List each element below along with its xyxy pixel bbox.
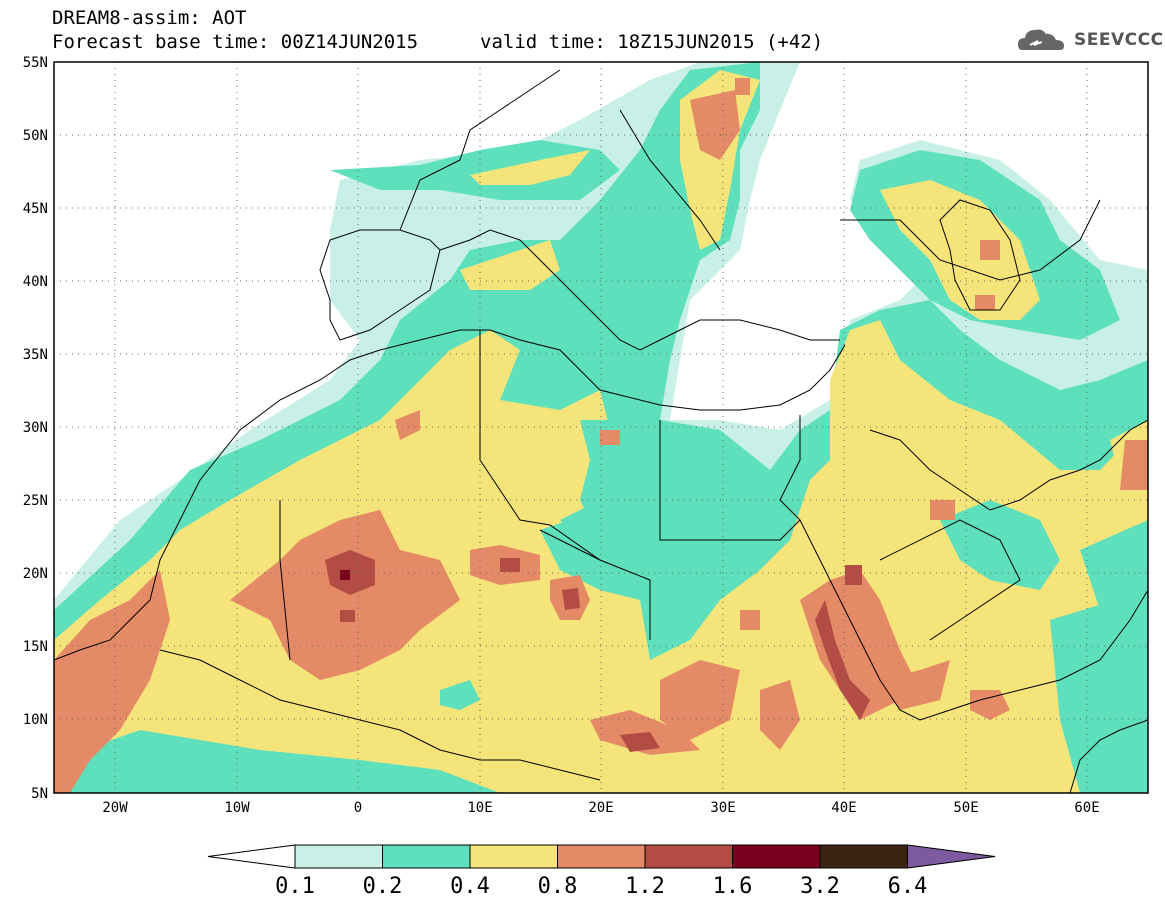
colorbar-label: 1.6 xyxy=(713,874,753,899)
lat-tick-label: 15N xyxy=(23,639,48,655)
colorbar-label: 0.4 xyxy=(450,874,490,899)
colorbar-label: 0.2 xyxy=(363,874,403,899)
colorbar-swatch xyxy=(732,844,821,869)
coastlines xyxy=(54,69,1148,793)
lon-tick-label: 0 xyxy=(354,800,362,816)
lat-tick-label: 30N xyxy=(23,420,48,436)
lon-tick-label: 10E xyxy=(467,800,492,816)
colorbar-end-low xyxy=(207,844,296,869)
logo-text: SEEVCCC xyxy=(1074,30,1164,50)
lon-tick-label: 60E xyxy=(1074,800,1099,816)
lon-tick-label: 30E xyxy=(710,800,735,816)
colorbar-label: 3.2 xyxy=(800,874,840,899)
lat-tick-label: 50N xyxy=(23,128,48,144)
lat-tick-label: 35N xyxy=(23,347,48,363)
lat-tick-label: 20N xyxy=(23,566,48,582)
lat-tick-label: 10N xyxy=(23,712,48,728)
colorbar-label: 0.8 xyxy=(538,874,578,899)
valid-time: valid time: 18Z15JUN2015 (+42) xyxy=(480,31,824,53)
lon-axis: 20W 10W 0 10E 20E 30E 40E 50E 60E xyxy=(102,800,1099,816)
lon-tick-label: 20W xyxy=(102,800,128,816)
forecast-base-time: Forecast base time: 00Z14JUN2015 xyxy=(52,31,419,53)
colorbar-label: 1.2 xyxy=(625,874,665,899)
lon-tick-label: 50E xyxy=(953,800,978,816)
colorbar-swatch xyxy=(294,844,383,869)
cloud-logo-icon xyxy=(1018,29,1064,50)
aot-band-higher xyxy=(54,570,170,793)
colorbar: 0.1 0.2 0.4 0.8 1.2 1.6 3.2 6.4 xyxy=(207,844,996,899)
lat-tick-label: 45N xyxy=(23,201,48,217)
map-frame xyxy=(53,61,1149,794)
colorbar-swatch xyxy=(819,844,908,869)
colorbar-label: 6.4 xyxy=(888,874,928,899)
colorbar-end-high xyxy=(907,844,996,869)
lat-axis: 55N 50N 45N 40N 35N 30N 25N 20N 15N 10N … xyxy=(23,55,48,802)
lon-tick-label: 10W xyxy=(224,800,250,816)
graticule xyxy=(54,62,1148,793)
lat-tick-label: 25N xyxy=(23,493,48,509)
lat-tick-label: 5N xyxy=(31,786,48,802)
lon-tick-label: 40E xyxy=(831,800,856,816)
colorbar-swatch xyxy=(382,844,471,869)
colorbar-label: 0.1 xyxy=(275,874,315,899)
map-title: DREAM8-assim: AOT xyxy=(52,7,247,29)
lat-tick-label: 55N xyxy=(23,55,48,71)
colorbar-swatch xyxy=(469,844,558,869)
lat-tick-label: 40N xyxy=(23,274,48,290)
colorbar-swatch xyxy=(644,844,733,869)
lon-tick-label: 20E xyxy=(588,800,613,816)
colorbar-swatch xyxy=(557,844,646,869)
